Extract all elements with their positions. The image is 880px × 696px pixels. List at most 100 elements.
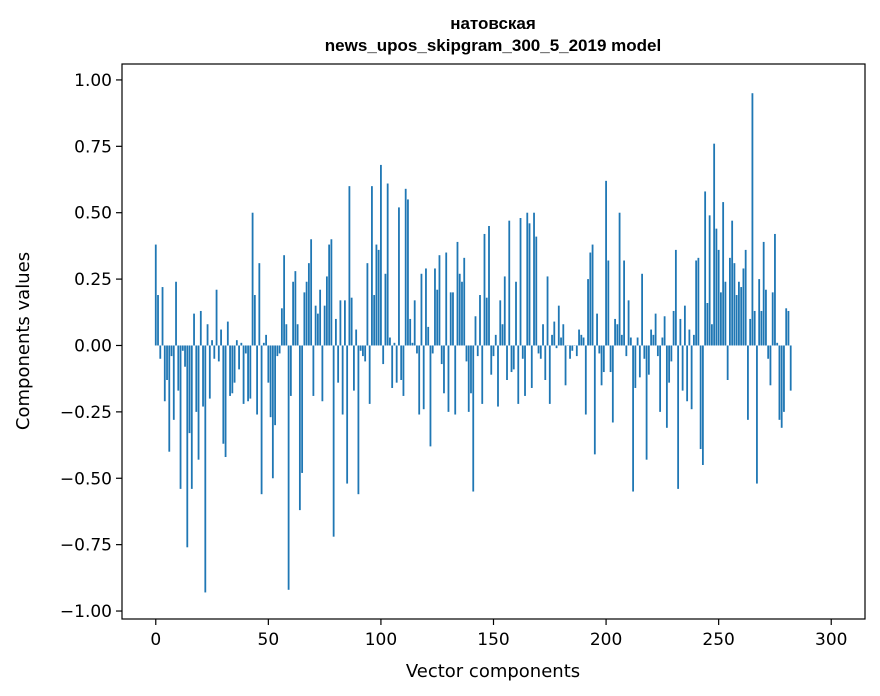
bar — [602, 345, 605, 373]
bar — [447, 345, 450, 412]
bar — [553, 321, 556, 346]
bar — [312, 345, 315, 396]
bar — [715, 228, 718, 346]
bar — [762, 241, 765, 346]
bar — [643, 345, 646, 359]
bar — [458, 273, 461, 346]
bar — [170, 345, 173, 357]
bar — [530, 345, 533, 388]
bar — [258, 263, 261, 346]
bar — [238, 345, 240, 370]
bar — [332, 345, 335, 537]
bar — [614, 318, 616, 346]
bar — [668, 345, 671, 383]
bar — [380, 164, 382, 346]
bar — [605, 180, 607, 346]
bar — [307, 263, 310, 346]
bar — [598, 345, 601, 354]
bar — [580, 334, 583, 346]
x-tick-label: 200 — [590, 630, 622, 650]
bar — [783, 345, 785, 412]
bar — [735, 295, 738, 346]
bar — [429, 345, 432, 447]
bar — [679, 318, 682, 346]
bar — [181, 345, 184, 351]
bar — [533, 212, 535, 346]
bar — [166, 345, 168, 380]
bar — [328, 244, 331, 346]
bar — [305, 281, 308, 346]
bar — [316, 313, 319, 346]
bar — [364, 345, 367, 362]
bar — [593, 345, 596, 455]
bar — [560, 337, 562, 346]
bar — [733, 263, 736, 346]
bar — [490, 345, 493, 375]
bar — [251, 212, 254, 346]
bar — [778, 345, 781, 420]
bar — [521, 345, 524, 359]
bar — [695, 260, 698, 346]
bar — [190, 345, 193, 489]
bar — [294, 271, 297, 346]
bar — [265, 334, 267, 346]
bar — [325, 276, 328, 346]
bar — [632, 345, 634, 492]
bar — [341, 345, 344, 415]
bar — [202, 345, 204, 407]
bar — [607, 260, 610, 346]
bar — [747, 345, 749, 420]
bar — [188, 345, 191, 434]
bar — [301, 345, 304, 473]
y-tick-label: −0.25 — [60, 403, 112, 423]
bar — [373, 295, 376, 346]
bar — [452, 292, 454, 346]
bar — [346, 345, 349, 484]
bar — [774, 233, 776, 346]
x-tick-label: 100 — [365, 630, 397, 650]
bar — [665, 345, 668, 428]
bar — [629, 337, 632, 346]
bar — [440, 345, 443, 365]
bar — [720, 292, 722, 346]
bar — [548, 345, 551, 404]
bar — [744, 249, 747, 346]
bar — [499, 300, 502, 346]
bar — [740, 287, 743, 346]
bar — [584, 345, 587, 415]
bar — [402, 345, 405, 396]
bar — [154, 244, 157, 346]
bar — [271, 345, 274, 479]
bar — [474, 316, 477, 346]
bar — [713, 143, 716, 346]
bar — [780, 345, 783, 428]
bar — [434, 268, 436, 346]
bar — [627, 300, 630, 346]
bar — [537, 345, 540, 354]
bar — [222, 345, 225, 444]
bar — [179, 345, 182, 489]
bar — [515, 281, 517, 346]
bar — [362, 345, 364, 357]
bar — [771, 292, 774, 346]
bar — [697, 257, 700, 346]
bar — [220, 329, 222, 346]
bar — [690, 345, 693, 410]
bar — [420, 273, 423, 346]
bar — [623, 260, 625, 346]
bar — [753, 310, 756, 346]
bar — [235, 340, 238, 346]
x-tick-label: 250 — [702, 630, 734, 650]
bar — [197, 345, 200, 460]
bar — [787, 310, 790, 346]
bar — [353, 345, 355, 391]
bar — [456, 241, 459, 346]
bar — [650, 329, 653, 346]
bar — [618, 212, 621, 346]
bar — [303, 292, 306, 346]
bar — [411, 342, 414, 346]
bar — [681, 345, 684, 391]
bar — [211, 340, 213, 346]
bar — [206, 324, 209, 346]
bar — [280, 308, 283, 346]
